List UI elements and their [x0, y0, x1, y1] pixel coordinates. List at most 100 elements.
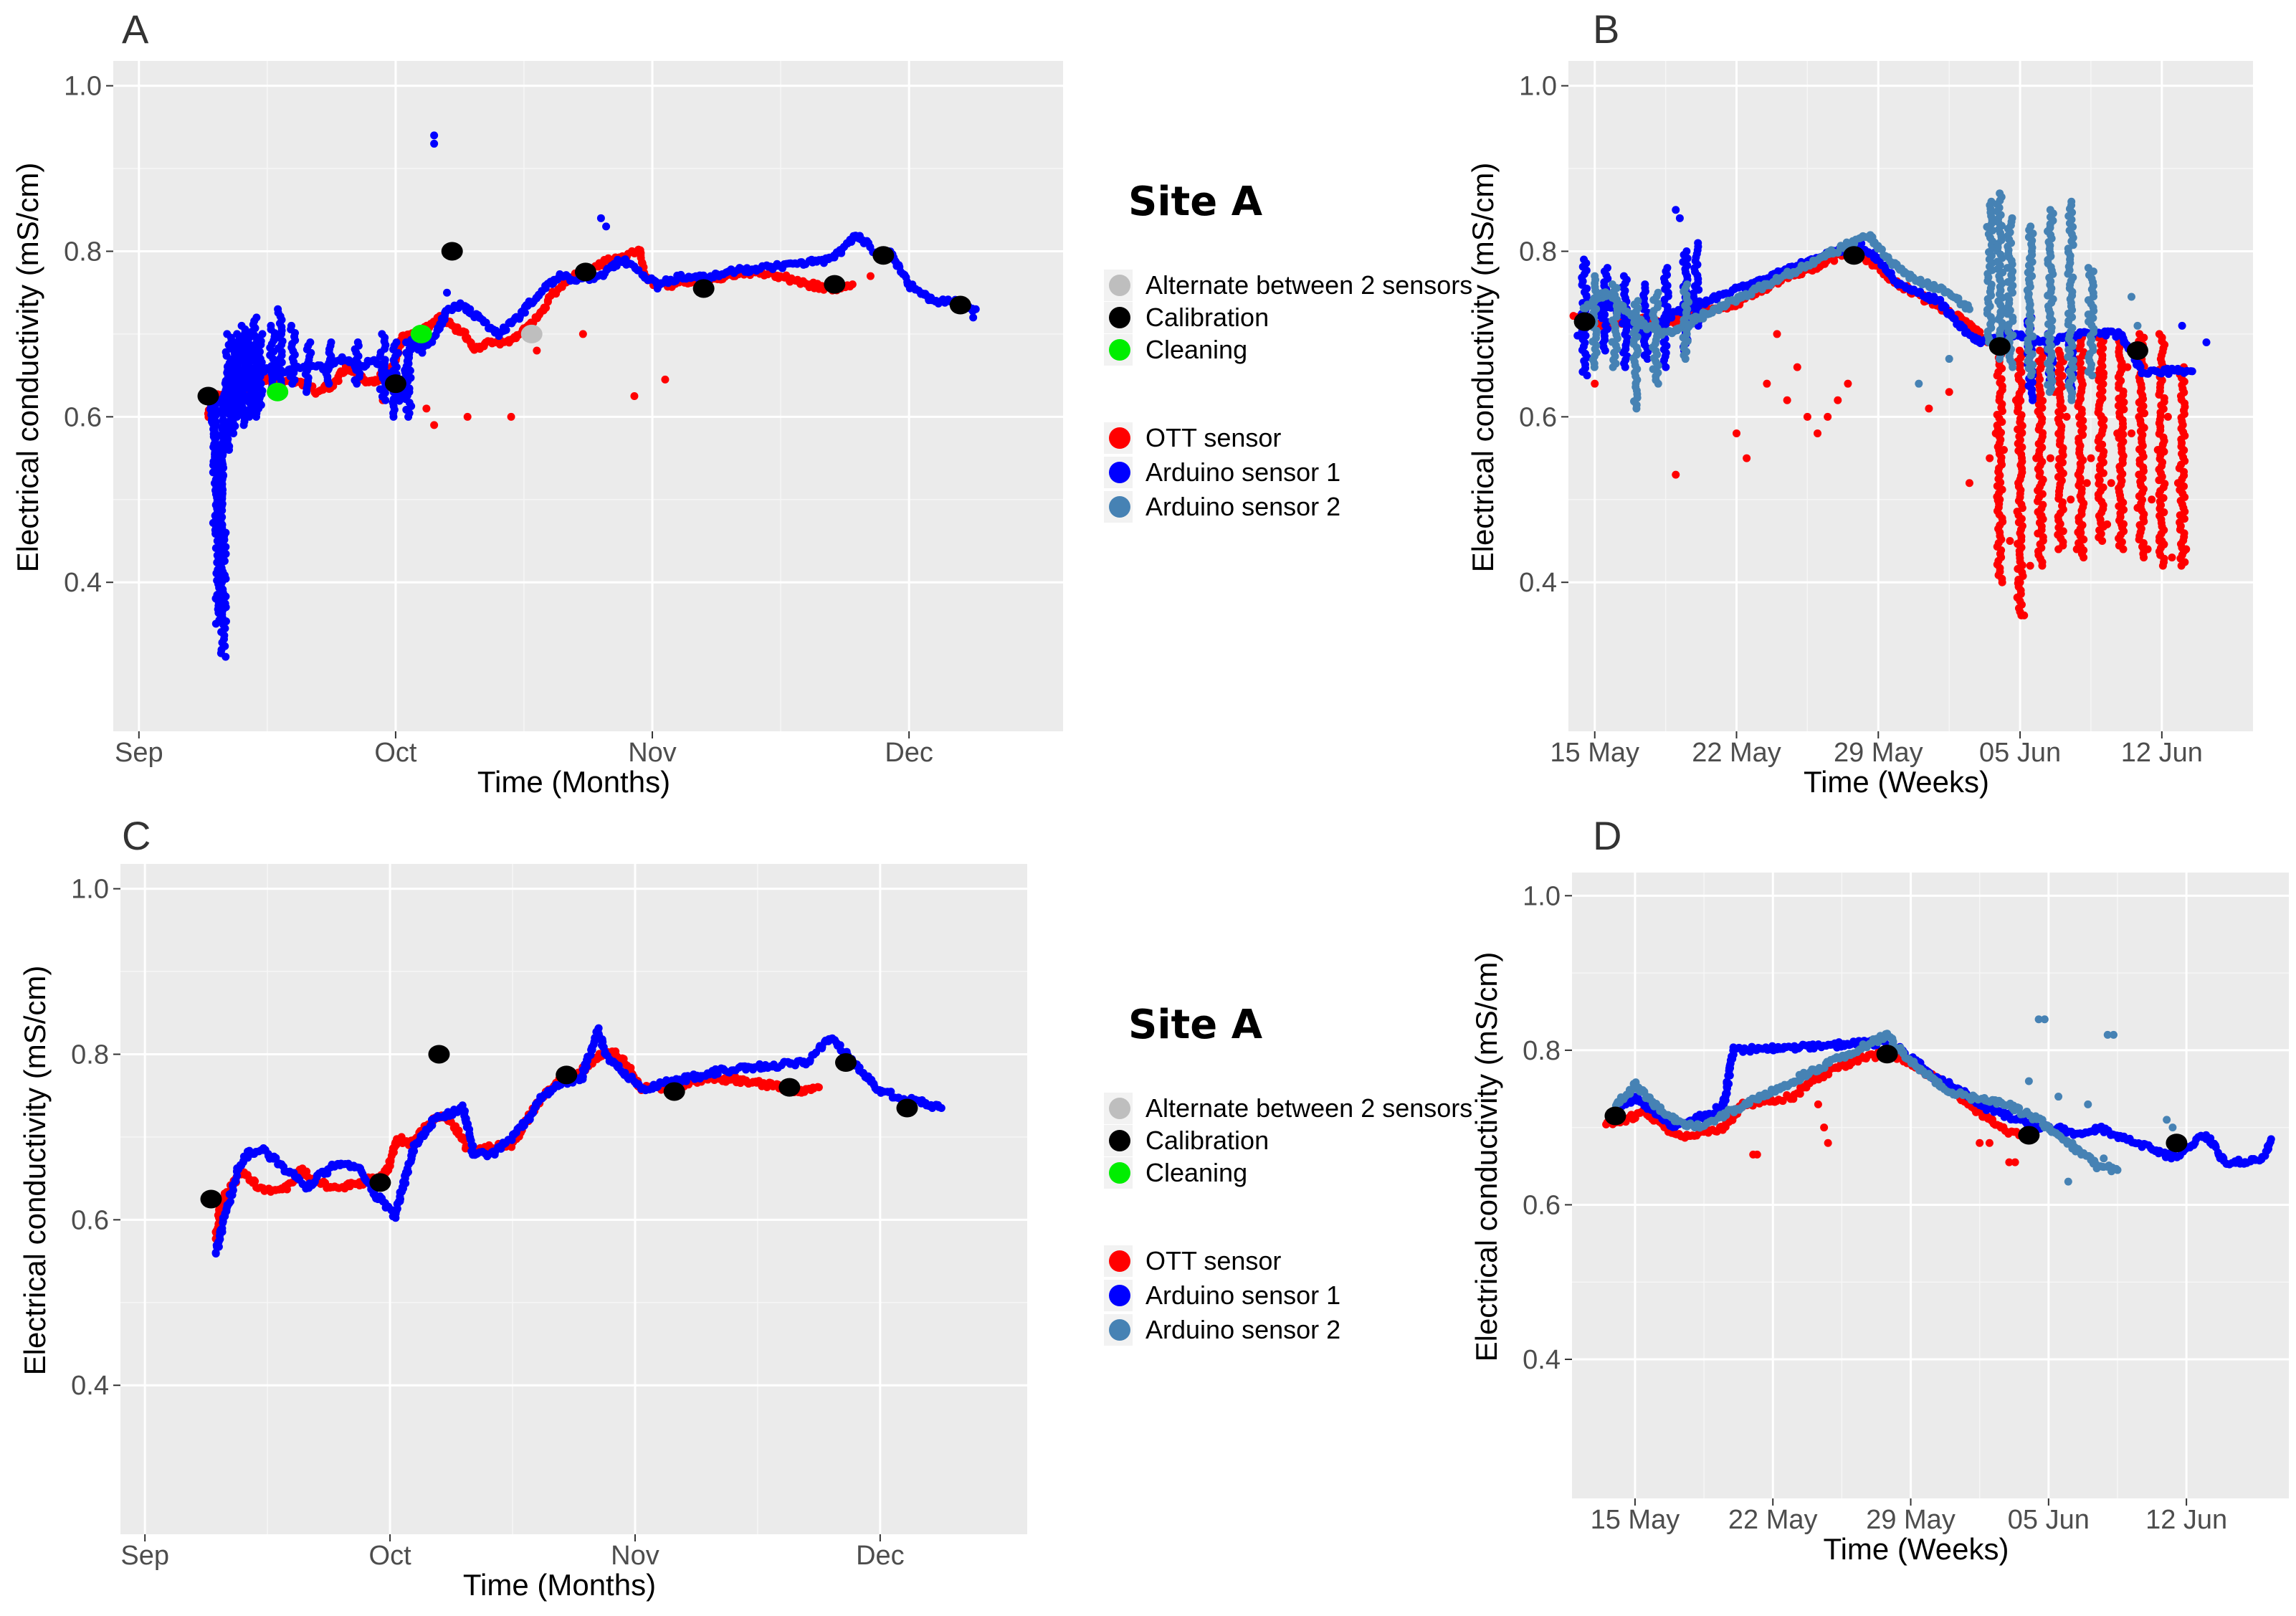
data-point: [1662, 363, 1670, 371]
data-point: [2123, 363, 2132, 371]
event-marker: [428, 1045, 450, 1064]
data-point: [303, 388, 311, 396]
y-tick-label: 1.0: [1519, 72, 1557, 102]
data-point: [1965, 479, 1973, 488]
x-tick-label: Oct: [374, 738, 417, 768]
data-point: [211, 1249, 220, 1258]
data-point: [2011, 396, 2020, 404]
data-point: [507, 412, 515, 421]
y-tick-label: 0.6: [71, 1205, 109, 1235]
data-point: [2011, 1158, 2019, 1166]
event-marker: [369, 1173, 391, 1192]
data-point: [2087, 454, 2095, 462]
event-marker: [197, 386, 219, 406]
data-point: [602, 222, 611, 231]
data-point: [2046, 454, 2054, 462]
data-point: [533, 346, 541, 355]
data-point: [1996, 495, 2004, 504]
data-point: [969, 313, 978, 322]
data-point: [2177, 561, 2186, 570]
data-point: [381, 396, 390, 404]
data-point: [2082, 479, 2091, 488]
data-point: [1590, 363, 1599, 371]
data-point: [430, 139, 439, 148]
data-point: [245, 412, 254, 421]
data-point: [1743, 454, 1751, 462]
data-point: [463, 412, 472, 421]
data-point: [1985, 1139, 1993, 1147]
data-point: [542, 303, 551, 312]
data-point: [2067, 495, 2075, 504]
data-point: [2020, 611, 2029, 619]
data-point: [221, 652, 230, 661]
data-point: [229, 429, 238, 437]
y-axis-title: Electrical conductivity (mS/cm): [11, 163, 44, 573]
x-tick-label: Nov: [628, 738, 677, 768]
data-point: [1609, 363, 1617, 371]
y-tick-label: 0.4: [64, 568, 102, 598]
data-point: [2127, 293, 2135, 301]
data-point: [353, 379, 361, 388]
data-point: [2029, 396, 2037, 404]
y-tick-label: 0.4: [1519, 568, 1557, 598]
panel-b: 0.40.60.81.015 May 22 May 29 May 05 Jun 12 J…: [1466, 6, 2253, 799]
y-tick-label: 0.4: [71, 1371, 109, 1401]
data-point: [630, 392, 639, 400]
data-point: [1820, 1123, 1829, 1132]
data-point: [404, 412, 413, 421]
series-ott-sensor: [1569, 246, 2191, 619]
data-point: [2097, 412, 2105, 421]
event-marker: [896, 1098, 918, 1118]
event-marker: [692, 279, 715, 298]
event-marker: [384, 374, 406, 394]
data-point: [653, 284, 662, 293]
data-point: [389, 412, 398, 421]
data-point: [2158, 537, 2166, 546]
data-point: [2133, 503, 2142, 512]
data-point: [2062, 412, 2071, 421]
data-point: [661, 375, 670, 384]
x-tick-label: 05 Jun: [1979, 738, 2061, 768]
event-marker: [520, 324, 543, 343]
data-point: [2138, 396, 2146, 404]
x-tick-label: Oct: [369, 1541, 412, 1571]
events-alternate-between-2-sensors: [520, 324, 543, 343]
data-point: [396, 1194, 404, 1203]
data-point: [2202, 338, 2211, 346]
panel-label: C: [122, 813, 151, 858]
data-point: [2057, 429, 2065, 437]
data-point: [2098, 537, 2107, 546]
data-point: [1844, 379, 1852, 388]
event-marker: [200, 1189, 222, 1209]
data-point: [2080, 553, 2088, 562]
x-tick-label: 29 May: [1834, 738, 1923, 768]
data-point: [2107, 479, 2115, 488]
data-point: [1601, 346, 1609, 355]
data-point: [1998, 578, 2006, 586]
data-point: [1824, 1139, 1832, 1147]
data-point: [814, 1083, 823, 1092]
data-point: [2168, 553, 2176, 562]
data-point: [2045, 388, 2054, 396]
data-point: [2119, 545, 2128, 553]
x-tick-label: Nov: [611, 1541, 659, 1571]
data-point: [2077, 528, 2085, 537]
data-point: [1793, 363, 1801, 371]
data-point: [1995, 355, 2004, 363]
data-point: [1675, 214, 1684, 222]
data-point: [1591, 379, 1599, 388]
panel-label: B: [1593, 6, 1619, 52]
data-point: [224, 446, 233, 455]
plot-background: [1572, 873, 2289, 1498]
data-point: [443, 288, 452, 297]
data-point: [2113, 429, 2122, 437]
data-point: [2103, 520, 2112, 528]
data-point: [1773, 330, 1781, 338]
data-point: [2036, 512, 2044, 521]
event-marker: [824, 275, 846, 294]
event-marker: [949, 295, 971, 315]
data-point: [937, 1104, 945, 1113]
data-point: [520, 308, 529, 317]
